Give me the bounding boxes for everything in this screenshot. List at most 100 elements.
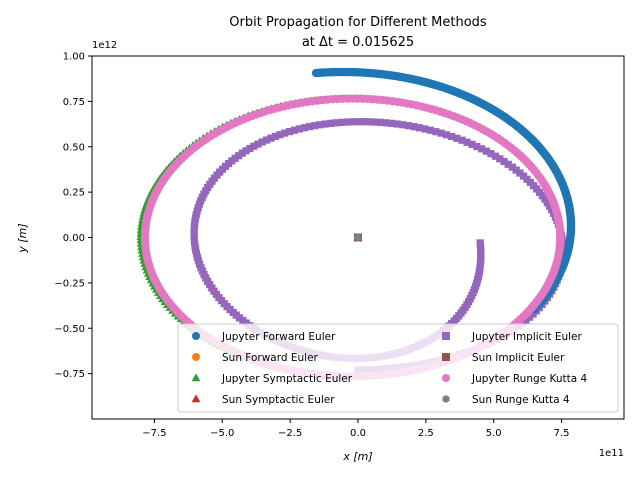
orbit-point [415, 124, 424, 132]
orbit-point [491, 152, 500, 160]
orbit-point [276, 131, 284, 139]
orbit-point [516, 169, 524, 177]
orbit-point [267, 134, 275, 142]
legend-marker [442, 374, 450, 382]
chart-subtitle: at Δt = 0.015625 [302, 35, 414, 50]
orbit-point [271, 132, 280, 140]
orbit-point [508, 163, 516, 171]
legend-marker [442, 395, 450, 403]
x-tick-label: 2.5 [418, 428, 434, 439]
x-axis-ticks: −7.5 −5.0 −2.5 0.0 2.5 5.0 7.5 [142, 419, 570, 439]
orbit-point [393, 120, 401, 128]
orbit-point [478, 145, 486, 153]
orbit-point [463, 138, 471, 146]
orbit-point [281, 129, 289, 137]
orbit-point [504, 160, 512, 168]
legend-item: Sun Symptactic Euler [191, 394, 335, 406]
legend-marker [192, 353, 200, 361]
orbit-point [311, 68, 321, 78]
y-tick-label: 1.00 [63, 52, 85, 63]
x-tick-label: 5.0 [486, 428, 502, 439]
legend-label: Sun Forward Euler [222, 352, 319, 364]
orbit-point [476, 239, 484, 247]
orbit-point [432, 128, 440, 136]
y-tick-label: −0.50 [54, 324, 85, 335]
orbit-point [382, 119, 390, 127]
legend-marker [191, 394, 201, 403]
orbit-point [442, 131, 451, 139]
orbit-point [285, 128, 294, 136]
x-axis-label: x [m] [342, 450, 372, 463]
x-tick-label: −7.5 [142, 428, 166, 439]
orbit-point [410, 123, 418, 131]
legend-label: Jupyter Forward Euler [221, 331, 336, 343]
orbit-point [290, 126, 299, 134]
y-tick-label: −0.75 [54, 369, 85, 380]
orbit-point [448, 132, 456, 141]
orbit-point [343, 118, 351, 126]
orbit-point [404, 122, 412, 130]
y-axis-label: y [m] [16, 223, 29, 253]
legend-marker [442, 332, 450, 340]
legend-item: Sun Runge Kutta 4 [442, 394, 570, 406]
legend-item: Sun Forward Euler [192, 352, 319, 364]
orbit-point [348, 118, 357, 126]
orbit-point [482, 147, 490, 155]
x-tick-label: 0.0 [350, 428, 366, 439]
orbit-point [321, 120, 329, 128]
legend-item: Sun Implicit Euler [442, 352, 565, 364]
orbit-point [399, 121, 407, 129]
orbit-point [327, 119, 335, 127]
orbit-point [359, 118, 368, 126]
orbit-point [496, 155, 504, 163]
legend-marker [442, 353, 450, 361]
y-scale-label: 1e12 [92, 40, 117, 51]
orbit-point [238, 149, 246, 157]
orbit-point [519, 172, 528, 180]
x-tick-label: 7.5 [554, 428, 570, 439]
orbit-point [365, 118, 373, 126]
orbit-point [250, 142, 258, 150]
orbit-point [305, 123, 314, 131]
sun-marker [354, 233, 362, 242]
orbit-point [242, 147, 250, 155]
orbit-point [262, 136, 271, 144]
orbit-point [500, 157, 508, 166]
legend-marker [192, 332, 200, 340]
orbit-point [316, 121, 324, 129]
legend: Jupyter Forward Euler Sun Forward Euler Ju… [177, 323, 619, 413]
orbit-point [311, 122, 319, 130]
orbit-point [246, 144, 254, 153]
legend-item: Jupyter Symptactic Euler [191, 373, 353, 385]
orbit-point [388, 119, 396, 127]
orbit-point [254, 140, 262, 148]
orbit-point [518, 319, 526, 327]
legend-label: Jupyter Implicit Euler [471, 331, 582, 343]
legend-label: Sun Symptactic Euler [222, 394, 335, 406]
legend-label: Sun Implicit Euler [472, 352, 565, 364]
y-axis-ticks: −0.75 −0.50 −0.25 0.00 0.25 0.50 0.75 1.00 [54, 52, 92, 380]
legend-marker [191, 373, 201, 382]
legend-item: Jupyter Implicit Euler [442, 331, 582, 343]
orbit-point [337, 118, 346, 126]
legend-label: Jupyter Symptactic Euler [221, 373, 353, 385]
x-tick-label: −2.5 [278, 428, 302, 439]
x-scale-label: 1e11 [599, 448, 624, 459]
orbit-point [421, 125, 429, 133]
orbit-point [371, 118, 379, 126]
legend-label: Sun Runge Kutta 4 [472, 394, 570, 406]
orbit-point [295, 125, 303, 133]
orbit-point [437, 129, 445, 137]
orbit-point [487, 150, 495, 158]
chart-title: Orbit Propagation for Different Methods [229, 15, 487, 30]
orbit-point [556, 233, 565, 242]
orbit-point [376, 118, 384, 126]
orbit-point [300, 124, 309, 132]
orbit-point [458, 136, 466, 144]
orbit-point [426, 126, 434, 134]
y-tick-label: −0.25 [54, 278, 85, 289]
y-tick-label: 0.25 [63, 188, 85, 199]
legend-label: Jupyter Runge Kutta 4 [471, 373, 587, 385]
orbit-point [468, 140, 476, 148]
orbit-point [258, 138, 266, 146]
